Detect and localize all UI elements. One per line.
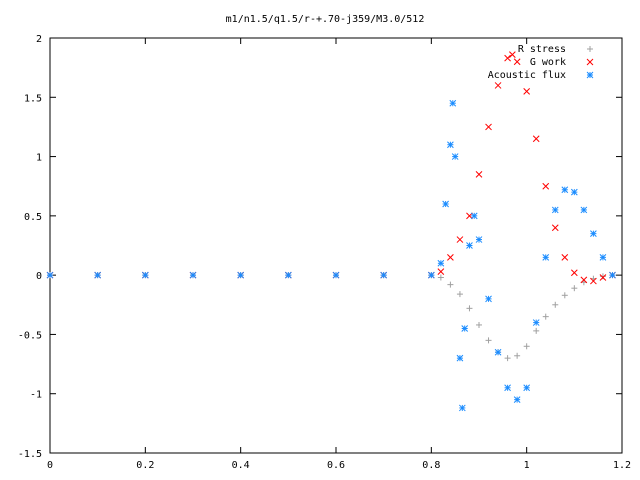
x-tick-label: 0.6 xyxy=(327,460,345,471)
data-point xyxy=(332,271,340,279)
data-point xyxy=(475,236,483,243)
data-point xyxy=(542,313,549,320)
legend-label: Acoustic flux xyxy=(488,70,566,81)
data-point xyxy=(561,186,569,194)
y-tick-label: -0.5 xyxy=(18,330,42,341)
plot-frame xyxy=(49,37,623,454)
data-point xyxy=(437,259,445,267)
data-point xyxy=(599,273,606,280)
data-point xyxy=(599,274,607,281)
x-tick-label: 0.2 xyxy=(136,460,154,471)
data-point xyxy=(141,271,149,279)
x-tick-label: 1 xyxy=(524,460,530,471)
data-point xyxy=(504,384,511,392)
data-point xyxy=(561,254,569,261)
series-1 xyxy=(46,51,616,285)
data-point xyxy=(504,54,511,62)
legend-label: R stress xyxy=(518,44,566,55)
data-point xyxy=(466,305,473,312)
data-point xyxy=(456,291,463,298)
data-point xyxy=(532,319,540,326)
data-point xyxy=(509,51,516,58)
data-point xyxy=(494,82,502,89)
data-point xyxy=(437,274,444,281)
data-point xyxy=(552,301,559,308)
data-point xyxy=(284,271,292,279)
data-point xyxy=(427,271,435,279)
data-point xyxy=(561,292,568,299)
data-point xyxy=(442,200,449,208)
data-point xyxy=(456,236,464,243)
y-tick-label: 1 xyxy=(36,153,42,164)
data-point xyxy=(580,206,588,214)
data-point xyxy=(523,384,531,392)
x-tick-label: 0.4 xyxy=(232,460,250,471)
x-tick-label: 1.2 xyxy=(613,460,631,471)
data-point xyxy=(513,58,521,66)
data-point xyxy=(599,254,607,261)
data-point xyxy=(542,182,550,190)
chart-title: m1/n1.5/q1.5/r-+.70-j359/M3.0/512 xyxy=(226,14,425,25)
series-2 xyxy=(46,99,616,412)
data-point xyxy=(513,396,521,403)
data-point xyxy=(570,188,578,196)
data-marks xyxy=(46,51,616,412)
data-point xyxy=(447,141,454,149)
data-point xyxy=(485,295,492,303)
data-point xyxy=(542,254,550,261)
data-point xyxy=(551,206,559,214)
y-tick-label: 0.5 xyxy=(24,212,42,223)
axes: 0 0.2 0.4 0.6 0.8 1 1.2 -1.5 -1 -0.5 0 0.5 1 1.5 2 xyxy=(18,34,631,471)
data-point xyxy=(466,242,473,249)
data-point xyxy=(570,269,578,277)
data-point xyxy=(580,276,588,284)
data-point xyxy=(494,348,502,356)
legend-marker xyxy=(587,46,593,52)
legend: R stress G work Acoustic flux xyxy=(488,44,594,81)
y-tick-label: -1 xyxy=(30,390,42,401)
data-point xyxy=(46,271,54,279)
data-point xyxy=(504,355,511,362)
data-point xyxy=(94,271,102,279)
legend-marker xyxy=(586,71,594,79)
data-point xyxy=(447,254,454,261)
legend-label: G work xyxy=(530,57,566,68)
data-point xyxy=(437,268,445,275)
data-point xyxy=(532,135,540,143)
data-point xyxy=(451,153,459,160)
y-tick-label: 0 xyxy=(36,271,42,282)
data-point xyxy=(514,352,521,359)
data-point xyxy=(609,271,616,279)
y-tick-label: 2 xyxy=(36,34,42,45)
data-point xyxy=(449,99,457,107)
data-point xyxy=(590,277,597,285)
data-point xyxy=(237,271,245,279)
data-point xyxy=(590,230,597,237)
y-tick-label: 1.5 xyxy=(24,93,42,104)
data-point xyxy=(475,171,483,178)
y-tick-label: -1.5 xyxy=(18,449,42,460)
data-point xyxy=(485,123,492,131)
data-point xyxy=(551,224,559,232)
x-tick-label: 0 xyxy=(47,460,53,471)
data-point xyxy=(380,271,388,279)
x-tick-label: 0.8 xyxy=(422,460,440,471)
data-point xyxy=(456,354,464,362)
data-point xyxy=(523,343,530,350)
data-point xyxy=(533,327,540,334)
data-point xyxy=(476,321,482,328)
data-point xyxy=(523,88,531,95)
data-point xyxy=(189,271,197,279)
data-point xyxy=(470,212,478,220)
data-point xyxy=(461,325,469,332)
data-point xyxy=(571,285,578,292)
legend-marker xyxy=(586,58,594,66)
data-point xyxy=(447,281,454,288)
data-point xyxy=(466,212,473,220)
data-point xyxy=(458,404,466,412)
series-0 xyxy=(47,272,616,362)
data-point xyxy=(485,337,492,344)
